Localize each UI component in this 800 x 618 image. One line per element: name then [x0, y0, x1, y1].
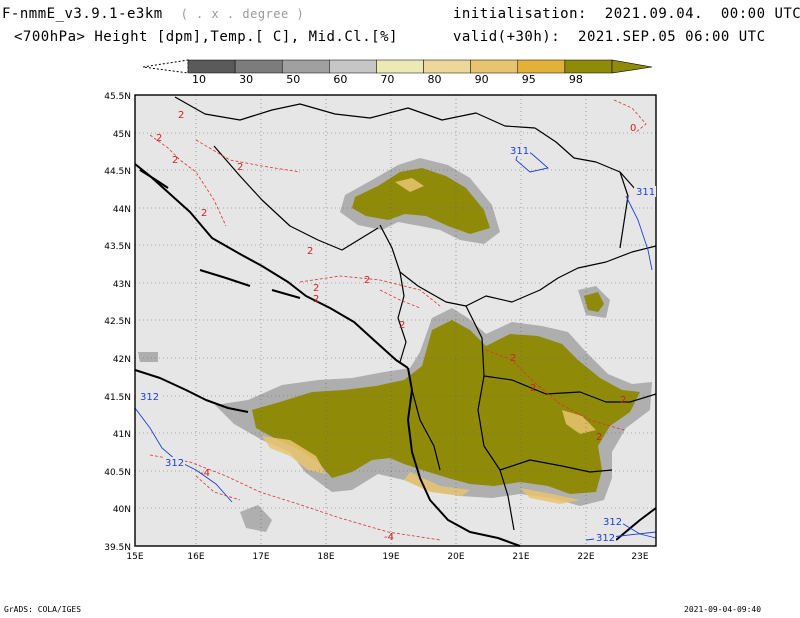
temperature-contour-labels: 2 2 2 2 2 2 2 2 2 2 2 2 2 2 0 -4 -4: [156, 110, 636, 543]
init-label: initialisation:: [453, 6, 587, 22]
lat-label-41.5n: 41.5N: [104, 393, 131, 403]
lat-label-40n: 40N: [113, 505, 131, 515]
colorbar-level-label: 60: [333, 73, 347, 86]
model-unit: ( . x . degree ): [180, 7, 305, 21]
temp-label-10: 2: [399, 320, 405, 331]
init-value: 2021.09.04. 00:00 UTC: [604, 6, 800, 22]
lat-label-45n: 45N: [113, 130, 131, 140]
colorbar-level-label: 30: [239, 73, 253, 86]
colorbar-level-label: 90: [475, 73, 489, 86]
temp-label-9: 2: [313, 294, 319, 305]
lat-label-45.5n: 45.5N: [104, 92, 131, 102]
height-label-311a: 311: [510, 146, 529, 157]
graticule: [135, 95, 656, 546]
temp-label-6: 2: [307, 246, 313, 257]
render-timestamp: 2021-09-04-09:40: [684, 605, 762, 614]
map-frame: [134, 94, 657, 547]
temp-label-8: 2: [313, 283, 319, 294]
temp-label-13: 2: [620, 395, 626, 406]
colorbar-level-label: 10: [192, 73, 206, 86]
lon-label-18e: 18E: [317, 552, 334, 562]
valid-label: valid(+30h):: [453, 29, 561, 45]
model-name: F-nmmE_v3.9.1-e3km: [2, 6, 163, 22]
temp-label-4: 2: [237, 162, 243, 173]
temp-label-0: 0: [630, 123, 636, 134]
valid-value: 2021.SEP.05 06:00 UTC: [578, 29, 766, 45]
cloud-core: [252, 168, 640, 494]
colorbar-max-arrow: [611, 59, 653, 74]
lat-label-42n: 42N: [113, 355, 131, 365]
lat-label-43.5n: 43.5N: [104, 242, 131, 252]
lon-label-22e: 22E: [577, 552, 594, 562]
fields-title: <700hPa> Height [dpm],Temp.[ C], Mid.Cl.…: [14, 29, 398, 45]
init-time: initialisation: 2021.09.04. 00:00 UTC: [453, 6, 800, 22]
colorbar-level-label: 50: [286, 73, 300, 86]
colorbar: 10 30 50 60 70 80 90 95 98: [142, 59, 653, 86]
temp-label-11: 2: [510, 353, 516, 364]
lat-label-40.5n: 40.5N: [104, 468, 131, 478]
colorbar-level-label: 80: [428, 73, 442, 86]
colorbar-level-label: 98: [569, 73, 583, 86]
lat-label-44.5n: 44.5N: [104, 167, 131, 177]
temp-label-1: 2: [178, 110, 184, 121]
colorbar-level-label: 95: [522, 73, 536, 86]
colorbar-level-label: 70: [380, 73, 394, 86]
lon-label-19e: 19E: [382, 552, 399, 562]
lat-label-44n: 44N: [113, 205, 131, 215]
temp-label-2: 2: [156, 133, 162, 144]
temperature-contours: [149, 99, 647, 541]
lat-axis-labels: 45.5N 45N 44.5N 44N 43.5N 43N 42.5N 42N …: [104, 92, 131, 553]
lon-label-15e: 15E: [126, 552, 143, 562]
lon-label-16e: 16E: [187, 552, 204, 562]
lon-label-20e: 20E: [447, 552, 464, 562]
model-title: F-nmmE_v3.9.1-e3km ( . x . degree ): [2, 6, 304, 22]
lat-label-43n: 43N: [113, 280, 131, 290]
temp-label-14: 2: [596, 432, 602, 443]
lon-label-21e: 21E: [512, 552, 529, 562]
height-label-312b: 312: [165, 458, 184, 469]
height-label-311b: 311: [636, 187, 655, 198]
valid-time: valid(+30h): 2021.SEP.05 06:00 UTC: [453, 29, 766, 45]
height-label-312c: 312: [603, 517, 622, 528]
lat-label-42.5n: 42.5N: [104, 317, 131, 327]
temp-label-3: 2: [172, 155, 178, 166]
grads-credit: GrADS: COLA/IGES: [4, 605, 82, 614]
colorbar-cells: [187, 59, 613, 74]
temp-label-neg4a: -4: [200, 468, 210, 479]
height-label-312a: 312: [140, 392, 159, 403]
temp-label-12: 2: [530, 383, 536, 394]
lat-label-41n: 41N: [113, 430, 131, 440]
temp-label-7: 2: [364, 275, 370, 286]
height-contour-labels: 311 311 312 312 312 312: [138, 145, 656, 544]
lon-axis-labels: 15E 16E 17E 18E 19E 20E 21E 22E 23E: [126, 552, 648, 562]
lat-label-39.5n: 39.5N: [104, 543, 131, 553]
height-label-312d: 312: [596, 533, 615, 544]
lon-label-23e: 23E: [631, 552, 648, 562]
coastlines: [134, 163, 657, 547]
lon-label-17e: 17E: [252, 552, 269, 562]
temp-label-neg4b: -4: [384, 532, 394, 543]
colorbar-labels: 10 30 50 60 70 80 90 95 98: [192, 73, 583, 86]
temp-label-5: 2: [201, 208, 207, 219]
